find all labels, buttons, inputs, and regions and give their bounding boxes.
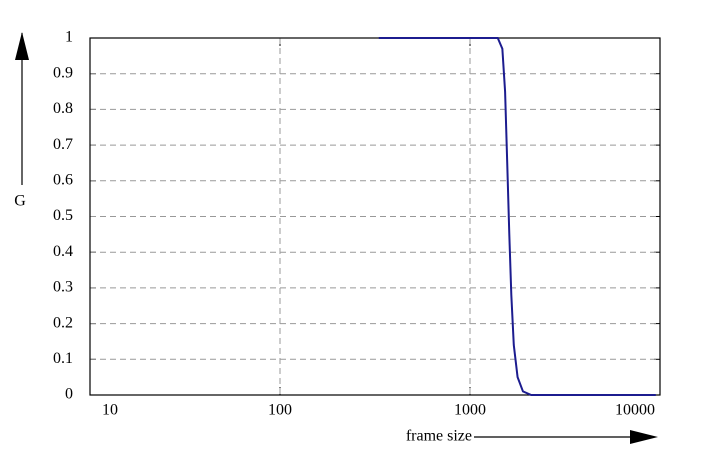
x-arrow-head (630, 430, 658, 444)
x-axis-label: frame size (406, 428, 472, 445)
y-tick-label: 0.1 (53, 350, 73, 367)
y-tick-label: 0.6 (53, 171, 73, 188)
y-tick-label: 0.2 (53, 314, 73, 331)
y-tick-label: 0.3 (53, 279, 73, 296)
x-tick-label: 10000 (615, 402, 655, 419)
x-tick-label: 1000 (454, 402, 486, 419)
y-tick-label: 0.5 (53, 207, 73, 224)
y-tick-label: 0.4 (53, 243, 73, 260)
y-tick-label: 0 (65, 386, 73, 403)
plot-frame (89, 37, 661, 396)
y-arrow-head (15, 32, 29, 60)
x-tick-label: 10 (102, 402, 118, 419)
y-tick-label: 1 (65, 29, 73, 46)
y-axis-label: G (14, 193, 26, 210)
x-tick-label: 100 (268, 402, 292, 419)
y-tick-label: 0.7 (53, 136, 73, 153)
data-line (378, 37, 656, 396)
y-tick-label: 0.8 (53, 100, 73, 117)
y-tick-label: 0.9 (53, 64, 73, 81)
